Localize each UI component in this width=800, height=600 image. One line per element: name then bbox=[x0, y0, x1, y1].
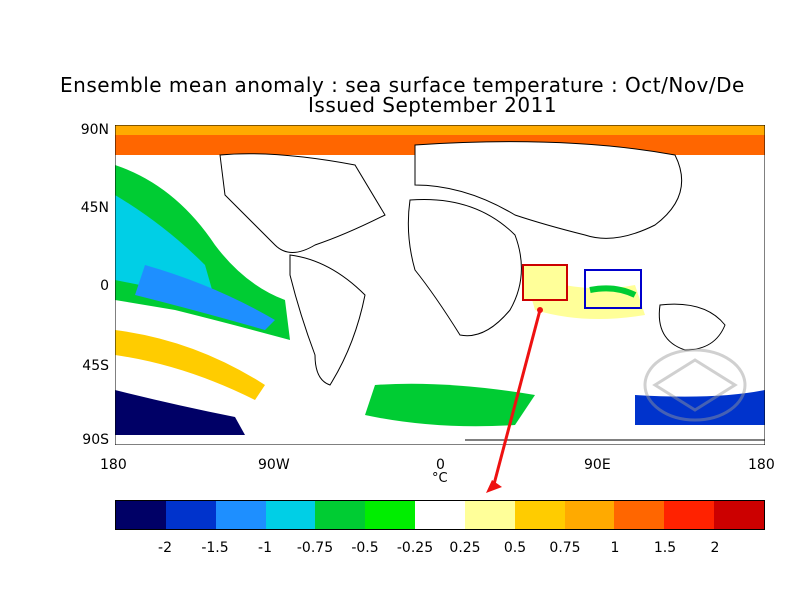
southern-ocean-cold-east bbox=[635, 390, 765, 425]
annotation-arrow bbox=[486, 307, 543, 493]
colorbar-swatch bbox=[215, 501, 266, 529]
arctic-anomaly-top bbox=[115, 125, 765, 135]
colorbar-swatch bbox=[714, 501, 764, 529]
map-title: Ensemble mean anomaly : sea surface temp… bbox=[60, 73, 745, 97]
australia bbox=[658, 303, 726, 351]
lon-label-180w: 180 bbox=[100, 457, 127, 473]
colorbar bbox=[115, 500, 765, 530]
colorbar-tick-label: -1.5 bbox=[201, 540, 229, 556]
colorbar-swatch bbox=[165, 501, 216, 529]
lon-label-90e: 90E bbox=[584, 457, 611, 473]
eastern-indian-ocean-cool bbox=[589, 285, 637, 298]
colorbar-swatch bbox=[564, 501, 615, 529]
map-subtitle: Issued September 2011 bbox=[308, 93, 558, 117]
colorbar-swatch bbox=[664, 501, 715, 529]
lat-label-45n: 45N bbox=[80, 200, 109, 216]
watermark-logo bbox=[643, 348, 747, 422]
colorbar-swatch bbox=[365, 501, 416, 529]
colorbar-tick-label: 0.75 bbox=[549, 540, 581, 556]
colorbar-tick-label: -2 bbox=[158, 540, 172, 556]
lat-label-0: 0 bbox=[100, 278, 109, 294]
south-atlantic-cool bbox=[365, 383, 535, 427]
colorbar-swatch bbox=[415, 501, 465, 529]
north-america bbox=[219, 153, 386, 253]
pacific-cold-core bbox=[135, 265, 275, 330]
unit-label: °C bbox=[432, 471, 448, 486]
colorbar-swatch bbox=[614, 501, 665, 529]
colorbar-tick-label: 1.5 bbox=[653, 540, 677, 556]
colorbar-swatch bbox=[116, 501, 166, 529]
colorbar-tick-label: -0.75 bbox=[296, 540, 334, 556]
colorbar-tick-label: -1 bbox=[258, 540, 272, 556]
colorbar-swatch bbox=[464, 501, 515, 529]
colorbar-tick-labels: -2 -1.5 -1 -0.75 -0.5 -0.25 0.25 0.5 0.75 1 1.5 2 bbox=[115, 540, 765, 560]
colorbar-tick-label: 0.25 bbox=[449, 540, 481, 556]
africa bbox=[407, 198, 522, 337]
south-america bbox=[289, 254, 366, 386]
eastern-indian-ocean-box bbox=[584, 269, 642, 309]
lon-label-90w: 90W bbox=[258, 457, 290, 473]
colorbar-swatch bbox=[514, 501, 565, 529]
western-indian-ocean-box bbox=[522, 264, 568, 301]
lat-label-90n: 90N bbox=[80, 122, 109, 138]
map-area bbox=[114, 124, 766, 446]
colorbar-tick-label: -0.25 bbox=[396, 540, 434, 556]
colorbar-tick-label: 1 bbox=[610, 540, 620, 556]
colorbar-tick-label: 0.5 bbox=[503, 540, 527, 556]
lon-label-180e: 180 bbox=[748, 457, 775, 473]
eurasia bbox=[414, 141, 683, 239]
lon-label-0: 0 bbox=[436, 457, 445, 473]
lat-label-90s: 90S bbox=[82, 432, 109, 448]
southern-ocean-cold bbox=[115, 390, 245, 435]
colorbar-swatch bbox=[315, 501, 366, 529]
colorbar-swatch bbox=[265, 501, 316, 529]
pacific-cold-tongue bbox=[115, 195, 215, 300]
south-pacific-warm bbox=[115, 330, 265, 400]
colorbar-tick-label: -0.5 bbox=[351, 540, 379, 556]
colorbar-tick-label: 2 bbox=[710, 540, 720, 556]
sst-anomaly-map bbox=[114, 124, 766, 446]
lat-label-45s: 45S bbox=[82, 358, 109, 374]
